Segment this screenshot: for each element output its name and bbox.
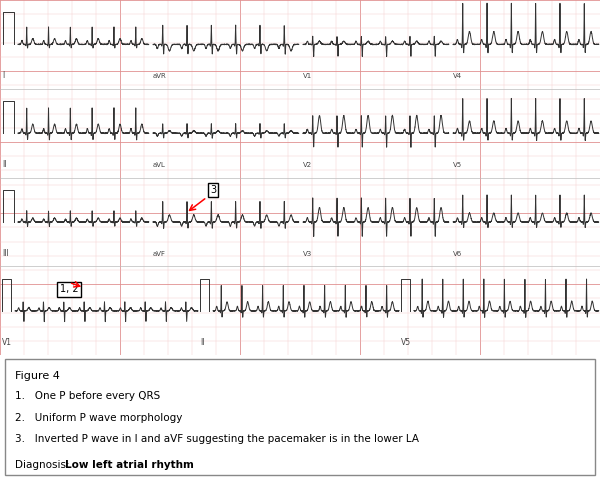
Text: 1.   One P before every QRS: 1. One P before every QRS (15, 391, 160, 401)
Text: 2.   Uniform P wave morphology: 2. Uniform P wave morphology (15, 413, 182, 422)
Text: 3.   Inverted P wave in I and aVF suggesting the pacemaker is in the lower LA: 3. Inverted P wave in I and aVF suggesti… (15, 434, 419, 444)
Text: V3: V3 (303, 251, 312, 257)
Text: V1: V1 (303, 73, 312, 79)
Text: V5: V5 (453, 162, 462, 168)
Text: V6: V6 (453, 251, 462, 257)
Text: V5: V5 (401, 337, 411, 347)
Text: II: II (2, 160, 6, 169)
Text: aVL: aVL (153, 162, 166, 168)
Text: 1, 2: 1, 2 (59, 285, 79, 295)
Text: aVR: aVR (153, 73, 167, 79)
Text: V1: V1 (2, 337, 12, 347)
Text: Diagnosis:: Diagnosis: (15, 460, 73, 470)
Text: II: II (200, 337, 204, 347)
Text: V2: V2 (303, 162, 312, 168)
Text: Figure 4: Figure 4 (15, 372, 60, 382)
Text: III: III (2, 249, 8, 258)
Text: I: I (2, 71, 4, 80)
Text: aVF: aVF (153, 251, 166, 257)
Text: V4: V4 (453, 73, 462, 79)
Text: 3: 3 (210, 185, 216, 195)
Text: Low left atrial rhythm: Low left atrial rhythm (65, 460, 194, 470)
